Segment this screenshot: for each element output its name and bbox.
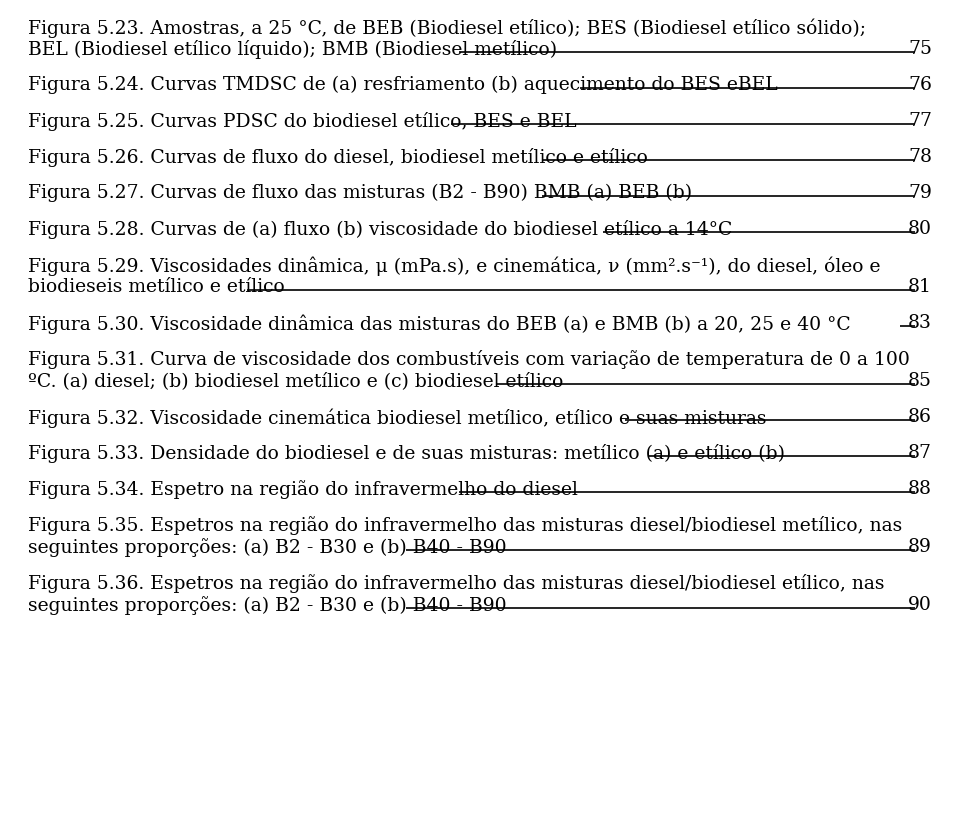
Text: 88: 88 — [908, 480, 932, 498]
Text: 89: 89 — [908, 538, 932, 556]
Text: 90: 90 — [908, 596, 932, 614]
Text: 87: 87 — [908, 444, 932, 462]
Text: Figura 5.30. Viscosidade dinâmica das misturas do BEB (a) e BMB (b) a 20, 25 e 4: Figura 5.30. Viscosidade dinâmica das mi… — [28, 314, 851, 334]
Text: ºC. (a) diesel; (b) biodiesel metílico e (c) biodiesel etílico: ºC. (a) diesel; (b) biodiesel metílico e… — [28, 372, 564, 390]
Text: Figura 5.24. Curvas TMDSC de (a) resfriamento (b) aquecimento do BES eBEL: Figura 5.24. Curvas TMDSC de (a) resfria… — [28, 76, 778, 94]
Text: seguintes proporções: (a) B2 - B30 e (b) B40 - B90: seguintes proporções: (a) B2 - B30 e (b)… — [28, 596, 507, 615]
Text: Figura 5.33. Densidade do biodiesel e de suas misturas: metílico (a) e etílico (: Figura 5.33. Densidade do biodiesel e de… — [28, 444, 785, 463]
Text: Figura 5.28. Curvas de (a) fluxo (b) viscosidade do biodiesel etílico a 14°C: Figura 5.28. Curvas de (a) fluxo (b) vis… — [28, 220, 732, 239]
Text: 76: 76 — [908, 76, 932, 94]
Text: 78: 78 — [908, 148, 932, 166]
Text: 85: 85 — [908, 372, 932, 390]
Text: 83: 83 — [908, 314, 932, 332]
Text: Figura 5.29. Viscosidades dinâmica, μ (mPa.s), e cinemática, ν (mm².s⁻¹), do die: Figura 5.29. Viscosidades dinâmica, μ (m… — [28, 256, 880, 275]
Text: biodieseis metílico e etílico: biodieseis metílico e etílico — [28, 278, 285, 296]
Text: seguintes proporções: (a) B2 - B30 e (b) B40 - B90: seguintes proporções: (a) B2 - B30 e (b)… — [28, 538, 507, 557]
Text: 77: 77 — [908, 112, 932, 130]
Text: Figura 5.32. Viscosidade cinemática biodiesel metílico, etílico e suas misturas: Figura 5.32. Viscosidade cinemática biod… — [28, 408, 766, 427]
Text: Figura 5.27. Curvas de fluxo das misturas (B2 - B90) BMB (a) BEB (b): Figura 5.27. Curvas de fluxo das mistura… — [28, 184, 692, 202]
Text: BEL (Biodiesel etílico líquido); BMB (Biodiesel metílico): BEL (Biodiesel etílico líquido); BMB (Bi… — [28, 40, 557, 59]
Text: 81: 81 — [908, 278, 932, 296]
Text: Figura 5.26. Curvas de fluxo do diesel, biodiesel metílico e etílico: Figura 5.26. Curvas de fluxo do diesel, … — [28, 148, 648, 167]
Text: 86: 86 — [908, 408, 932, 426]
Text: Figura 5.36. Espetros na região do infravermelho das misturas diesel/biodiesel e: Figura 5.36. Espetros na região do infra… — [28, 574, 884, 593]
Text: Figura 5.35. Espetros na região do infravermelho das misturas diesel/biodiesel m: Figura 5.35. Espetros na região do infra… — [28, 516, 902, 535]
Text: 79: 79 — [908, 184, 932, 202]
Text: 75: 75 — [908, 40, 932, 58]
Text: Figura 5.23. Amostras, a 25 °C, de BEB (Biodiesel etílico); BES (Biodiesel etíli: Figura 5.23. Amostras, a 25 °C, de BEB (… — [28, 18, 866, 37]
Text: Figura 5.31. Curva de viscosidade dos combustíveis com variação de temperatura d: Figura 5.31. Curva de viscosidade dos co… — [28, 350, 910, 369]
Text: Figura 5.34. Espetro na região do infravermelho do diesel: Figura 5.34. Espetro na região do infrav… — [28, 480, 578, 499]
Text: 80: 80 — [908, 220, 932, 238]
Text: Figura 5.25. Curvas PDSC do biodiesel etílico, BES e BEL: Figura 5.25. Curvas PDSC do biodiesel et… — [28, 112, 577, 131]
